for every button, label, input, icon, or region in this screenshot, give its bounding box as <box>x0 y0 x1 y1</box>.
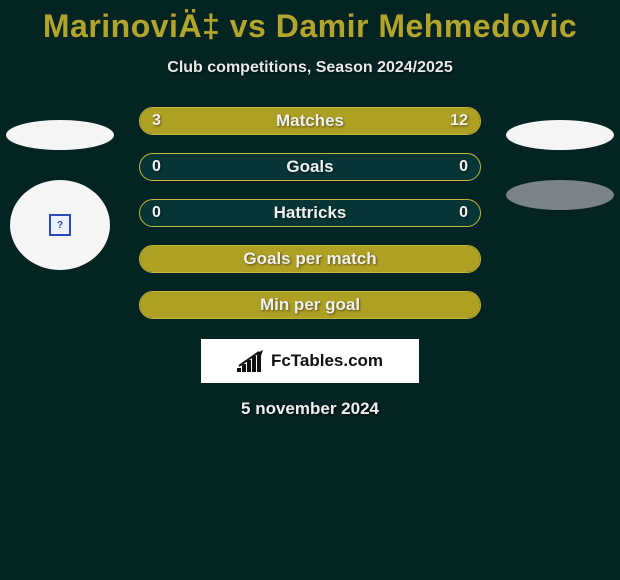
stats-panel: Matches312Goals00Hattricks00Goals per ma… <box>139 107 481 319</box>
stat-row: Matches3 12 <box>139 107 481 135</box>
stat-row: Min per goal <box>139 291 481 319</box>
stat-label: Goals <box>140 154 480 180</box>
stat-label: Min per goal <box>140 292 480 318</box>
branding-text: FcTables.com <box>271 351 383 371</box>
right-player-column <box>506 120 614 210</box>
player-right-club-icon <box>506 180 614 210</box>
stat-value-right: 0 <box>459 154 468 180</box>
branding-badge: FcTables.com <box>201 339 419 383</box>
player-left-club-icon: ? <box>10 180 110 270</box>
fctables-logo-icon <box>237 350 265 372</box>
stat-value-right: 0 <box>459 200 468 226</box>
footer-date: 5 november 2024 <box>0 399 620 419</box>
player-left-avatar-icon <box>6 120 114 150</box>
stat-row: Hattricks0 0 <box>139 199 481 227</box>
stat-label: Hattricks <box>140 200 480 226</box>
stat-value-left: 3 <box>152 108 161 134</box>
stat-row: Goals per match <box>139 245 481 273</box>
stat-label: Goals per match <box>140 246 480 272</box>
page-title: MarinoviÄ‡ vs Damir Mehmedovic <box>0 0 620 45</box>
club-placeholder-icon: ? <box>49 214 71 236</box>
page-subtitle: Club competitions, Season 2024/2025 <box>0 59 620 77</box>
stat-row: Goals0 0 <box>139 153 481 181</box>
stat-value-left: 0 <box>152 200 161 226</box>
stat-label: Matches <box>140 108 480 134</box>
player-right-avatar-icon <box>506 120 614 150</box>
stat-value-right: 12 <box>450 108 468 134</box>
stat-value-left: 0 <box>152 154 161 180</box>
left-player-column: ? <box>6 120 114 270</box>
